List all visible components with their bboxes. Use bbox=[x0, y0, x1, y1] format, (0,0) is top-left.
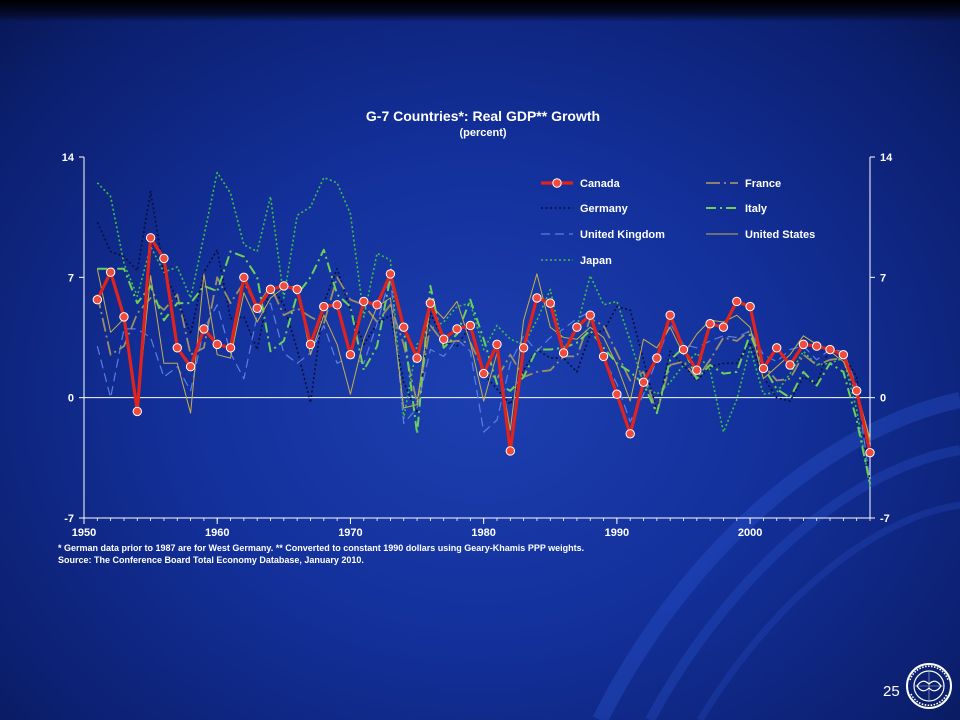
legend-label-germany: Germany bbox=[580, 203, 629, 215]
x-tick-label: 1980 bbox=[471, 527, 495, 539]
legend-label-canada: Canada bbox=[580, 178, 621, 190]
legend-marker-canada bbox=[552, 178, 562, 188]
canada-data-point bbox=[625, 429, 635, 439]
canada-data-point bbox=[279, 281, 289, 291]
canada-data-point bbox=[372, 300, 382, 310]
y-tick-label-right: 0 bbox=[880, 393, 886, 405]
canada-data-point bbox=[585, 310, 595, 320]
x-tick-label: 1970 bbox=[338, 527, 362, 539]
canada-data-point bbox=[399, 322, 409, 332]
canada-data-point bbox=[865, 447, 875, 458]
canada-data-point bbox=[612, 389, 622, 399]
canada-data-point bbox=[305, 339, 316, 350]
canada-data-point bbox=[718, 322, 729, 332]
canada-data-point bbox=[225, 343, 236, 353]
canada-data-point bbox=[452, 324, 462, 334]
legend-label-japan: Japan bbox=[580, 255, 612, 267]
canada-data-point bbox=[851, 386, 862, 396]
chart-axes: -7 -7 0 0 7 7 14 14 1950 1960 1970 1980 1990 2000 bbox=[62, 152, 893, 539]
canada-data-point bbox=[745, 301, 755, 312]
canada-data-point bbox=[199, 324, 209, 334]
canada-data-point bbox=[332, 300, 342, 310]
legend-label-france: France bbox=[745, 178, 781, 190]
series-layer bbox=[92, 171, 875, 488]
top-band bbox=[0, 0, 960, 22]
canada-data-point bbox=[132, 406, 142, 417]
canada-data-point bbox=[598, 351, 609, 362]
canada-data-point bbox=[425, 298, 436, 308]
canada-data-point bbox=[492, 339, 502, 350]
canada-data-point bbox=[838, 349, 849, 360]
imf-seal-icon bbox=[906, 663, 952, 709]
legend-label-italy: Italy bbox=[745, 203, 768, 215]
canada-data-point bbox=[412, 353, 422, 363]
footnote-source: Source: The Conference Board Total Econo… bbox=[58, 555, 364, 565]
canada-data-point bbox=[478, 368, 489, 379]
canada-data-point bbox=[758, 363, 769, 374]
canada-data-point bbox=[532, 293, 542, 303]
canada-data-point bbox=[105, 267, 116, 277]
canada-data-point bbox=[518, 343, 529, 353]
canada-data-point bbox=[705, 319, 715, 329]
canada-data-point bbox=[172, 343, 182, 353]
canada-data-point bbox=[92, 294, 103, 305]
x-tick-label: 1950 bbox=[72, 527, 96, 539]
y-tick-label-left: -7 bbox=[64, 513, 74, 525]
canada-data-point bbox=[558, 348, 569, 358]
canada-data-point bbox=[465, 320, 476, 331]
chart-subtitle: (percent) bbox=[459, 127, 506, 139]
series-line-germany bbox=[96, 190, 871, 483]
y-tick-label-left: 0 bbox=[68, 393, 74, 405]
y-tick-label-right: 7 bbox=[880, 272, 886, 284]
canada-data-point bbox=[505, 446, 516, 456]
canada-data-point bbox=[265, 284, 276, 295]
canada-data-point bbox=[438, 334, 449, 344]
canada-data-point bbox=[345, 349, 356, 360]
x-tick-label: 2000 bbox=[738, 527, 762, 539]
series-line-italy bbox=[97, 248, 871, 484]
canada-data-point bbox=[665, 310, 675, 320]
page-number: 25 bbox=[883, 683, 900, 700]
canada-data-point bbox=[159, 253, 169, 264]
series-line-united-states bbox=[96, 268, 871, 440]
canada-data-point bbox=[692, 365, 702, 375]
chart-legend: Canada France Germany Italy United Kingdom Un… bbox=[541, 178, 815, 267]
canada-data-point bbox=[239, 272, 249, 283]
legend-label-united-kingdom: United Kingdom bbox=[580, 229, 665, 241]
canada-data-point bbox=[385, 269, 396, 279]
canada-data-point bbox=[772, 343, 782, 353]
canada-data-point bbox=[212, 339, 222, 350]
x-tick-label: 1960 bbox=[205, 527, 229, 539]
canada-data-point bbox=[652, 353, 662, 363]
canada-data-point bbox=[638, 377, 649, 387]
canada-data-point bbox=[252, 303, 262, 313]
canada-data-point bbox=[572, 322, 582, 332]
legend-label-united-states: United States bbox=[745, 229, 815, 241]
x-tick-label: 1990 bbox=[605, 527, 629, 539]
footnote-notes: * German data prior to 1987 are for West… bbox=[58, 543, 585, 553]
canada-data-point bbox=[185, 362, 196, 372]
canada-data-point bbox=[785, 360, 795, 370]
canada-data-point bbox=[798, 339, 809, 350]
chart-title: G-7 Countries*: Real GDP** Growth bbox=[366, 108, 600, 124]
y-tick-label-right: 14 bbox=[880, 152, 893, 164]
y-tick-label-right: -7 bbox=[880, 513, 890, 525]
canada-data-point bbox=[319, 301, 329, 312]
canada-data-point bbox=[545, 298, 555, 308]
footnote: * German data prior to 1987 are for West… bbox=[58, 542, 818, 566]
series-line-japan bbox=[96, 171, 871, 488]
canada-data-point bbox=[812, 341, 822, 351]
canada-data-point bbox=[678, 344, 689, 355]
canada-data-point bbox=[359, 296, 369, 307]
series-line-united-kingdom bbox=[96, 275, 871, 482]
canada-data-point bbox=[119, 312, 129, 322]
y-tick-label-left: 14 bbox=[62, 152, 75, 164]
canada-data-point bbox=[825, 344, 835, 355]
canada-data-point bbox=[145, 233, 156, 243]
y-tick-label-left: 7 bbox=[68, 272, 74, 284]
canada-data-point bbox=[292, 284, 302, 295]
canada-data-point bbox=[732, 296, 742, 307]
